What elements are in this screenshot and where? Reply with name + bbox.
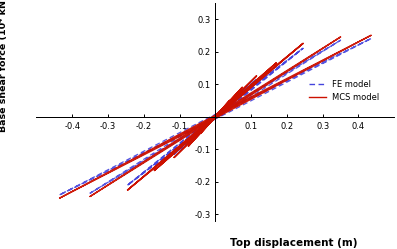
Legend: FE model, MCS model: FE model, MCS model	[306, 77, 383, 106]
X-axis label: Top displacement (m): Top displacement (m)	[230, 238, 358, 248]
Y-axis label: Base shear force (10⁴ kN): Base shear force (10⁴ kN)	[0, 0, 8, 132]
